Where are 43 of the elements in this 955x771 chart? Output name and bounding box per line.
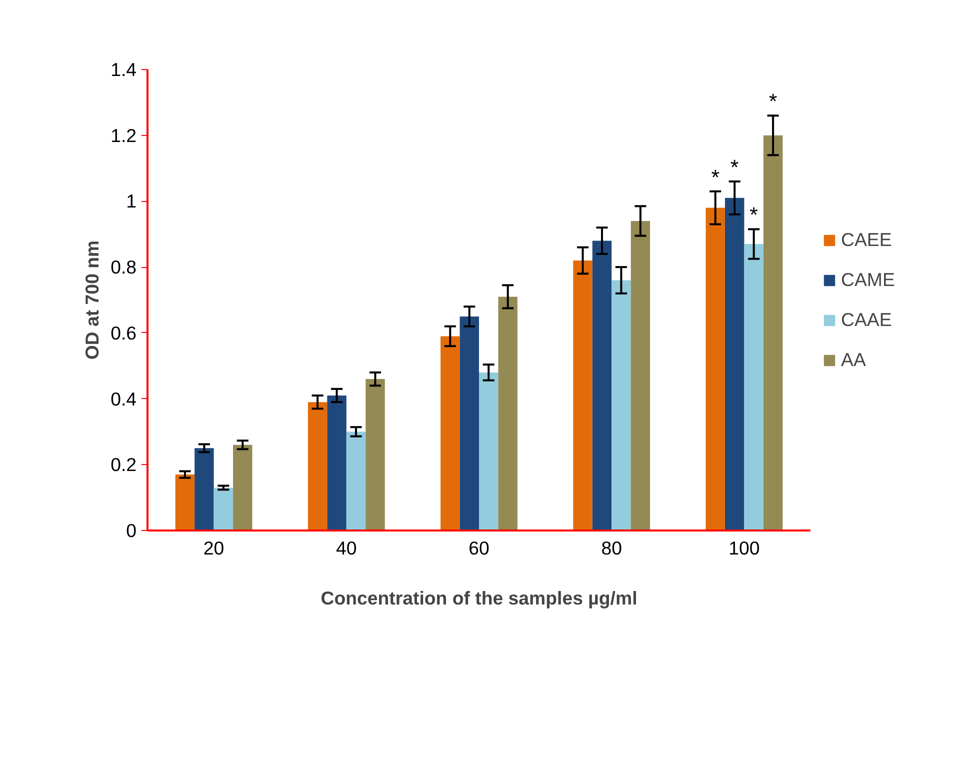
y-tick-label: 1 — [126, 190, 137, 212]
bar — [744, 244, 764, 530]
legend-label: CAEE — [841, 228, 892, 250]
y-tick-label: 0.8 — [110, 256, 137, 278]
x-tick-label: 20 — [203, 538, 224, 558]
bar — [214, 488, 234, 530]
bar — [763, 135, 783, 530]
bar — [194, 448, 214, 530]
y-tick-label: 1.4 — [110, 59, 137, 80]
x-tick-label: 80 — [601, 538, 622, 558]
bar — [366, 379, 385, 530]
data-label: * — [750, 203, 758, 228]
legend-label: CAME — [841, 268, 895, 290]
bar — [308, 402, 328, 530]
data-label: * — [711, 165, 720, 190]
bar — [440, 336, 460, 530]
x-tick-label: 40 — [336, 538, 357, 558]
x-tick-label: 100 — [728, 538, 760, 558]
legend-label: CAAE — [841, 308, 892, 330]
x-axis-title: Concentration of the samples µg/ml — [320, 588, 638, 608]
y-tick-label: 0.2 — [110, 454, 137, 476]
bar — [706, 208, 725, 530]
y-axis-title: OD at 700 nm — [82, 240, 103, 360]
bar — [592, 240, 612, 530]
bar — [346, 432, 366, 530]
legend-label: AA — [841, 348, 866, 370]
y-tick-label: 0 — [126, 520, 137, 541]
bar — [233, 444, 252, 530]
bar — [573, 260, 592, 530]
y-tick-label: 0.6 — [110, 322, 137, 344]
data-label: * — [730, 155, 739, 180]
bar — [498, 296, 518, 530]
x-tick-label: 60 — [468, 538, 490, 558]
bar — [630, 220, 650, 530]
bar — [479, 372, 498, 530]
y-tick-label: 0.4 — [110, 388, 137, 410]
data-label: * — [768, 90, 778, 114]
bar — [460, 316, 479, 530]
bar — [724, 198, 744, 530]
bar — [327, 395, 346, 530]
bar — [612, 280, 631, 530]
y-tick-label: 1.2 — [110, 124, 137, 146]
bar — [175, 474, 195, 530]
